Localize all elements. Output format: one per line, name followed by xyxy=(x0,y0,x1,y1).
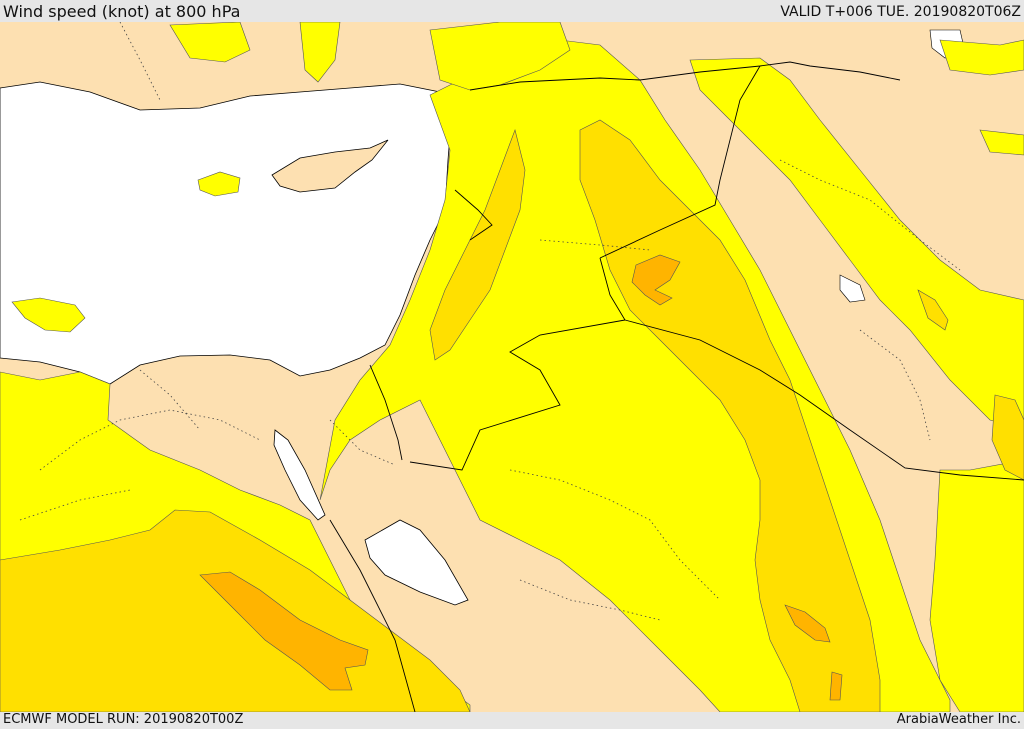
wind-band-3-central xyxy=(631,254,681,306)
credit-label: ArabiaWeather Inc. xyxy=(896,712,1021,727)
wind-patch-sea-2 xyxy=(197,171,241,197)
wind-patch-anatolia xyxy=(169,22,251,63)
wind-band-1-east-coast xyxy=(929,459,1024,712)
lake-east xyxy=(839,274,866,303)
wind-patch-sea xyxy=(11,297,86,333)
country-boundaries xyxy=(329,61,1024,712)
wind-band-1-north xyxy=(429,22,571,91)
red-sea-north xyxy=(364,519,469,606)
wind-band-3-tip xyxy=(829,671,843,701)
mediterranean-sea xyxy=(0,81,453,385)
boundary-saudi-iraq xyxy=(624,319,1024,481)
wind-band-2-rift xyxy=(429,128,526,361)
valid-time: VALID T+006 TUE. 20190820T06Z xyxy=(780,4,1021,20)
weather-map[interactable] xyxy=(0,22,1024,712)
province-lines xyxy=(19,22,961,621)
wind-band-3-south xyxy=(199,571,369,691)
header-bar: Wind speed (knot) at 800 hPa VALID T+006… xyxy=(0,0,1024,22)
wind-patch-anatolia-2 xyxy=(299,22,341,83)
wind-band-3-southeast xyxy=(784,604,831,643)
boundary-egypt-sudan xyxy=(329,519,416,712)
wind-band-1-northeast xyxy=(689,57,1024,431)
cyprus xyxy=(271,139,389,193)
boundary-jordan xyxy=(409,257,626,471)
wind-speed-map-svg xyxy=(0,22,1024,712)
boundary-syria-iraq xyxy=(599,65,761,259)
boundary-lebanon xyxy=(454,189,493,241)
boundary-egypt xyxy=(369,364,403,461)
footer-bar: ECMWF MODEL RUN: 20190820T00Z ArabiaWeat… xyxy=(0,712,1024,729)
wind-band-2-east xyxy=(991,394,1024,481)
boundary-north xyxy=(469,61,901,91)
wind-patch-nw xyxy=(939,39,1024,76)
model-run-label: ECMWF MODEL RUN: 20190820T00Z xyxy=(3,712,244,727)
gulf-of-suez xyxy=(273,429,326,521)
wind-band-2-sliver xyxy=(917,289,949,331)
wind-patch-ne2 xyxy=(979,129,1024,156)
map-title: Wind speed (knot) at 800 hPa xyxy=(3,2,241,21)
